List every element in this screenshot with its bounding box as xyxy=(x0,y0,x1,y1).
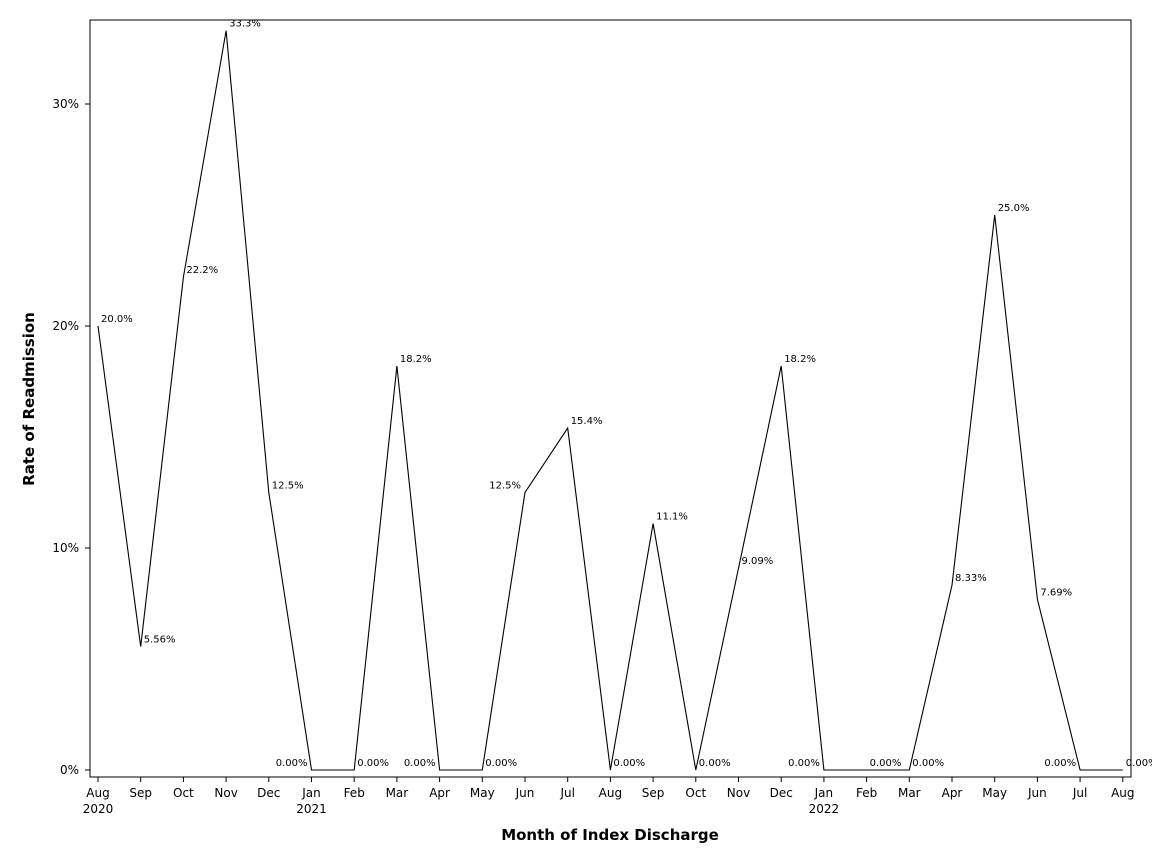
x-tick-label: Sep xyxy=(129,786,152,800)
x-tick-label: Jul xyxy=(559,786,574,800)
x-tick-label: May xyxy=(982,786,1007,800)
data-label: 0.00% xyxy=(276,758,308,769)
x-tick-label: Jul xyxy=(1072,786,1087,800)
data-label: 0.00% xyxy=(1126,758,1152,769)
data-label: 0.00% xyxy=(699,758,731,769)
x-tick-label: Mar xyxy=(898,786,921,800)
x-tick-label: Nov xyxy=(727,786,750,800)
data-label: 0.00% xyxy=(485,758,517,769)
y-tick-label: 30% xyxy=(52,97,79,111)
data-label: 22.2% xyxy=(186,265,218,276)
data-labels: 20.0% 5.56% 22.2% 33.3% 12.5% 0.00% 0.00% 18.2%… xyxy=(101,19,1152,769)
series-line-readmission-rate xyxy=(97,30,1123,771)
x-axis: Aug 2020 Sep Oct Nov Dec Jan 2021 Feb Mar Apr May Ju… xyxy=(83,777,1135,816)
data-label: 0.00% xyxy=(912,758,944,769)
x-year-label: 2022 xyxy=(809,802,840,816)
y-axis-title: Rate of Readmission xyxy=(20,312,38,486)
x-tick-label: Dec xyxy=(770,786,793,800)
data-label: 33.3% xyxy=(229,19,261,30)
x-tick-label: Jun xyxy=(515,786,535,800)
data-label: 0.00% xyxy=(357,758,389,769)
x-tick-label: Aug xyxy=(1111,786,1134,800)
data-label: 7.69% xyxy=(1040,587,1072,598)
data-label: 5.56% xyxy=(144,635,176,646)
x-tick-label: Apr xyxy=(429,786,450,800)
x-tick-label: Mar xyxy=(386,786,409,800)
x-year-label: 2021 xyxy=(296,802,327,816)
data-label: 0.00% xyxy=(1044,758,1076,769)
y-tick-label: 0% xyxy=(60,763,79,777)
data-label: 20.0% xyxy=(101,314,133,325)
x-tick-label: Jan xyxy=(814,786,834,800)
x-tick-label: Nov xyxy=(214,786,237,800)
y-tick-label: 20% xyxy=(52,319,79,333)
x-tick-label: Apr xyxy=(942,786,963,800)
x-tick-label: May xyxy=(470,786,495,800)
data-label: 15.4% xyxy=(571,416,603,427)
y-tick-label: 10% xyxy=(52,541,79,555)
x-tick-label: Jan xyxy=(301,786,321,800)
x-tick-label: Oct xyxy=(685,786,706,800)
data-label: 0.00% xyxy=(404,758,436,769)
y-axis: 0% 10% 20% 30% xyxy=(52,97,90,777)
x-tick-label: Sep xyxy=(642,786,665,800)
plot-frame xyxy=(89,19,1132,778)
x-tick-label: Oct xyxy=(173,786,194,800)
data-label: 9.09% xyxy=(742,556,774,567)
data-label: 0.00% xyxy=(788,758,820,769)
x-tick-label: Jun xyxy=(1027,786,1047,800)
data-label: 12.5% xyxy=(489,481,521,492)
x-year-label: 2020 xyxy=(83,802,114,816)
data-label: 11.1% xyxy=(656,512,688,523)
data-label: 8.33% xyxy=(955,573,987,584)
data-label: 0.00% xyxy=(613,758,645,769)
data-label: 18.2% xyxy=(400,354,432,365)
data-label: 18.2% xyxy=(784,354,816,365)
x-tick-label: Dec xyxy=(257,786,280,800)
data-label: 0.00% xyxy=(870,758,902,769)
x-tick-label: Aug xyxy=(599,786,622,800)
data-label: 25.0% xyxy=(998,203,1030,214)
x-tick-label: Aug xyxy=(86,786,109,800)
x-tick-label: Feb xyxy=(344,786,365,800)
x-tick-label: Feb xyxy=(856,786,877,800)
data-label: 12.5% xyxy=(272,481,304,492)
x-axis-title: Month of Index Discharge xyxy=(501,826,719,844)
